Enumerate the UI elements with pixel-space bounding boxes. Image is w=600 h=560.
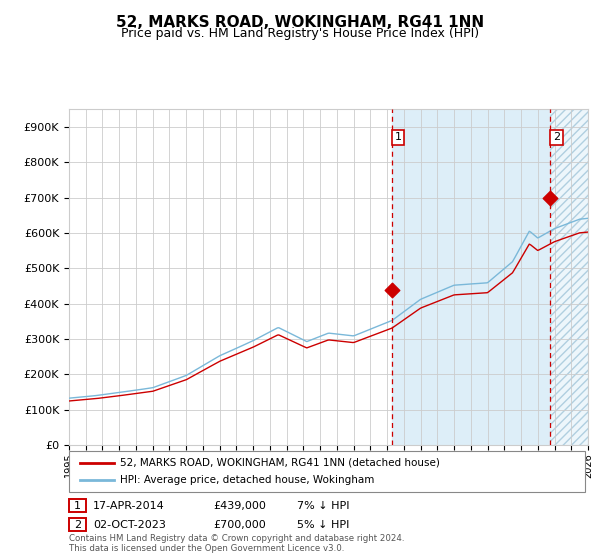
Text: 17-APR-2014: 17-APR-2014 [93,501,165,511]
Text: 5% ↓ HPI: 5% ↓ HPI [297,520,349,530]
Text: £439,000: £439,000 [213,501,266,511]
Text: HPI: Average price, detached house, Wokingham: HPI: Average price, detached house, Woki… [120,475,374,486]
Text: 2: 2 [553,133,560,142]
Text: 02-OCT-2023: 02-OCT-2023 [93,520,166,530]
Point [545,193,555,202]
Text: 52, MARKS ROAD, WOKINGHAM, RG41 1NN: 52, MARKS ROAD, WOKINGHAM, RG41 1NN [116,15,484,30]
Text: £700,000: £700,000 [213,520,266,530]
Text: 1: 1 [74,501,81,511]
Text: Contains HM Land Registry data © Crown copyright and database right 2024.
This d: Contains HM Land Registry data © Crown c… [69,534,404,553]
Text: 7% ↓ HPI: 7% ↓ HPI [297,501,349,511]
Text: Price paid vs. HM Land Registry's House Price Index (HPI): Price paid vs. HM Land Registry's House … [121,27,479,40]
Text: 2: 2 [74,520,81,530]
Point [387,286,397,295]
Text: 1: 1 [394,133,401,142]
Bar [550,109,588,445]
Text: 52, MARKS ROAD, WOKINGHAM, RG41 1NN (detached house): 52, MARKS ROAD, WOKINGHAM, RG41 1NN (det… [120,458,440,468]
Bar [392,109,550,445]
Bar [550,109,588,445]
